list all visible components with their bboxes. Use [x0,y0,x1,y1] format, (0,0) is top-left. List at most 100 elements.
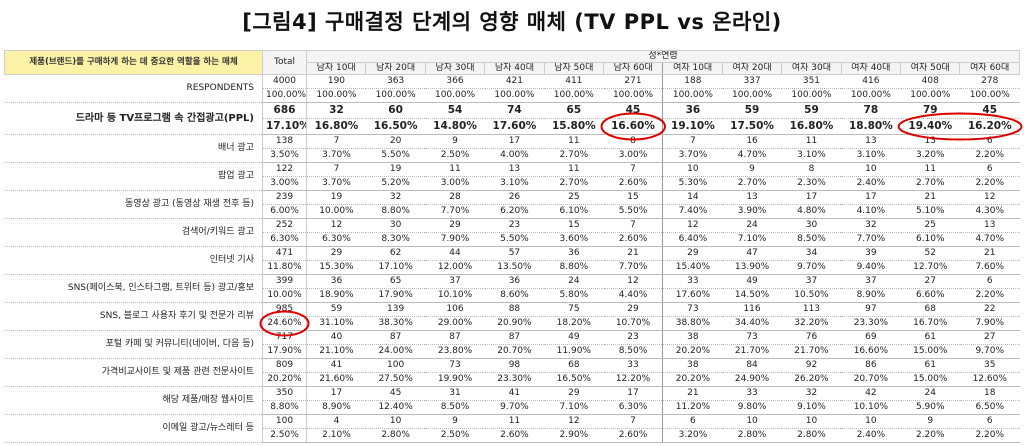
percent-cell: 100.00% [781,88,842,103]
row-label: RESPONDENTS [4,74,263,103]
count-cell: 76 [781,330,842,345]
count-row: 이메일 광고/뉴스레터 등 100 4 10 9 11 12 7 6 10 10 10 9 6 [4,414,1020,443]
count-cell: 717 [262,330,307,345]
count-cell: 33 [603,358,664,373]
percent-cell: 2.10% [306,428,366,443]
percent-cell: 5.10% [900,204,960,219]
count-cell: 35 [959,358,1020,373]
percent-cell: 17.90% [262,344,307,359]
count-cell: 9 [900,414,960,429]
percent-cell: 100.00% [306,88,366,103]
percent-row: 17.90% 21.10% 24.00% 23.80% 20.70% 11.90% 8.50… [5,344,1020,359]
percent-cell: 100.00% [603,88,664,103]
percent-cell: 2.60% [603,428,664,443]
count-cell: 73 [662,302,723,317]
percent-cell: 20.20% [262,372,307,387]
percent-cell: 12.70% [900,260,960,275]
row-label: SNS, 블로그 사용자 후기 및 전문가 리뷰 [4,302,263,331]
percent-cell: 7.70% [603,260,664,275]
percent-row: 24.60% 31.10% 38.30% 29.00% 20.90% 18.20% 10.7… [5,316,1020,331]
count-cell: 30 [781,218,842,233]
count-row: SNS(페이스북, 인스타그램, 트위터 등) 광고/홍보 399 36 65 37 36… [4,274,1020,303]
count-cell: 252 [262,218,307,233]
count-cell: 23 [484,218,545,233]
count-cell: 62 [365,246,426,261]
count-cell: 12 [603,274,664,289]
percent-cell: 7.60% [959,260,1020,275]
count-cell: 98 [484,358,545,373]
percent-cell: 3.10% [781,148,842,163]
percent-cell: 14.80% [425,118,485,135]
count-cell: 10 [841,162,901,177]
total-header: Total [262,50,307,75]
count-cell: 42 [841,386,901,401]
percent-cell: 2.40% [841,176,901,191]
count-cell: 21 [603,246,664,261]
percent-cell: 31.10% [306,316,366,331]
percent-cell: 3.70% [306,176,366,191]
percent-cell: 15.00% [900,344,960,359]
row-label: 드라마 등 TV프로그램 속 간접광고(PPL) [4,102,263,135]
percent-cell: 7.70% [425,204,485,219]
row-label: 동영상 광고 (동영상 재생 전후 등) [4,190,263,219]
count-cell: 10 [841,414,901,429]
count-cell: 61 [900,330,960,345]
percent-cell: 11.80% [262,260,307,275]
count-cell: 106 [425,302,485,317]
count-cell: 69 [841,330,901,345]
count-cell: 421 [484,74,545,89]
row-label: 검색어/키워드 광고 [4,218,263,247]
count-cell: 12 [959,190,1020,205]
count-cell: 138 [262,134,307,149]
count-cell: 12 [306,218,366,233]
percent-cell: 7.70% [841,232,901,247]
count-cell: 113 [781,302,842,317]
percent-cell: 4.70% [959,232,1020,247]
group-header: 성*연령 [306,50,1020,63]
percent-row: 100.00% 100.00% 100.00% 100.00% 100.00% 100.0… [5,88,1020,103]
percent-cell: 8.80% [365,204,426,219]
percent-cell: 2.70% [544,148,604,163]
count-cell: 31 [425,386,485,401]
percent-cell: 8.80% [262,400,307,415]
percent-cell: 18.80% [841,118,901,135]
count-cell: 68 [900,302,960,317]
row-header: 제품(브랜드)를 구매하게 하는 데 중요한 역할을 하는 매체 [4,50,263,75]
percent-cell: 19.10% [662,118,723,135]
percent-cell: 100.00% [662,88,723,103]
percent-cell: 4.10% [841,204,901,219]
percent-cell: 13.90% [722,260,782,275]
count-cell: 11 [900,162,960,177]
count-cell: 337 [722,74,782,89]
count-cell: 4000 [262,74,307,89]
count-cell: 65 [365,274,426,289]
percent-cell: 6.20% [484,204,545,219]
column-header: 여자 30대 [781,62,842,75]
percent-cell: 16.60% [603,118,664,135]
count-cell: 45 [959,102,1020,119]
count-cell: 24 [722,218,782,233]
count-row: 해당 제품/매장 웹사이트 350 17 45 31 41 29 17 21 33 32 42 24 18 [4,386,1020,415]
count-cell: 100 [365,358,426,373]
percent-cell: 17.50% [722,118,782,135]
percent-cell: 15.40% [662,260,723,275]
percent-cell: 23.80% [425,344,485,359]
percent-cell: 8.90% [841,288,901,303]
count-cell: 19 [306,190,366,205]
percent-cell: 2.50% [425,428,485,443]
percent-cell: 10.10% [425,288,485,303]
count-cell: 25 [900,218,960,233]
percent-cell: 10.70% [603,316,664,331]
percent-cell: 27.50% [365,372,426,387]
count-cell: 16 [722,134,782,149]
count-cell: 12 [662,218,723,233]
count-cell: 32 [841,218,901,233]
percent-cell: 3.00% [425,176,485,191]
count-cell: 399 [262,274,307,289]
count-cell: 7 [306,134,366,149]
count-cell: 6 [959,162,1020,177]
count-cell: 44 [425,246,485,261]
column-header: 여자 40대 [840,62,902,75]
percent-cell: 12.00% [425,260,485,275]
